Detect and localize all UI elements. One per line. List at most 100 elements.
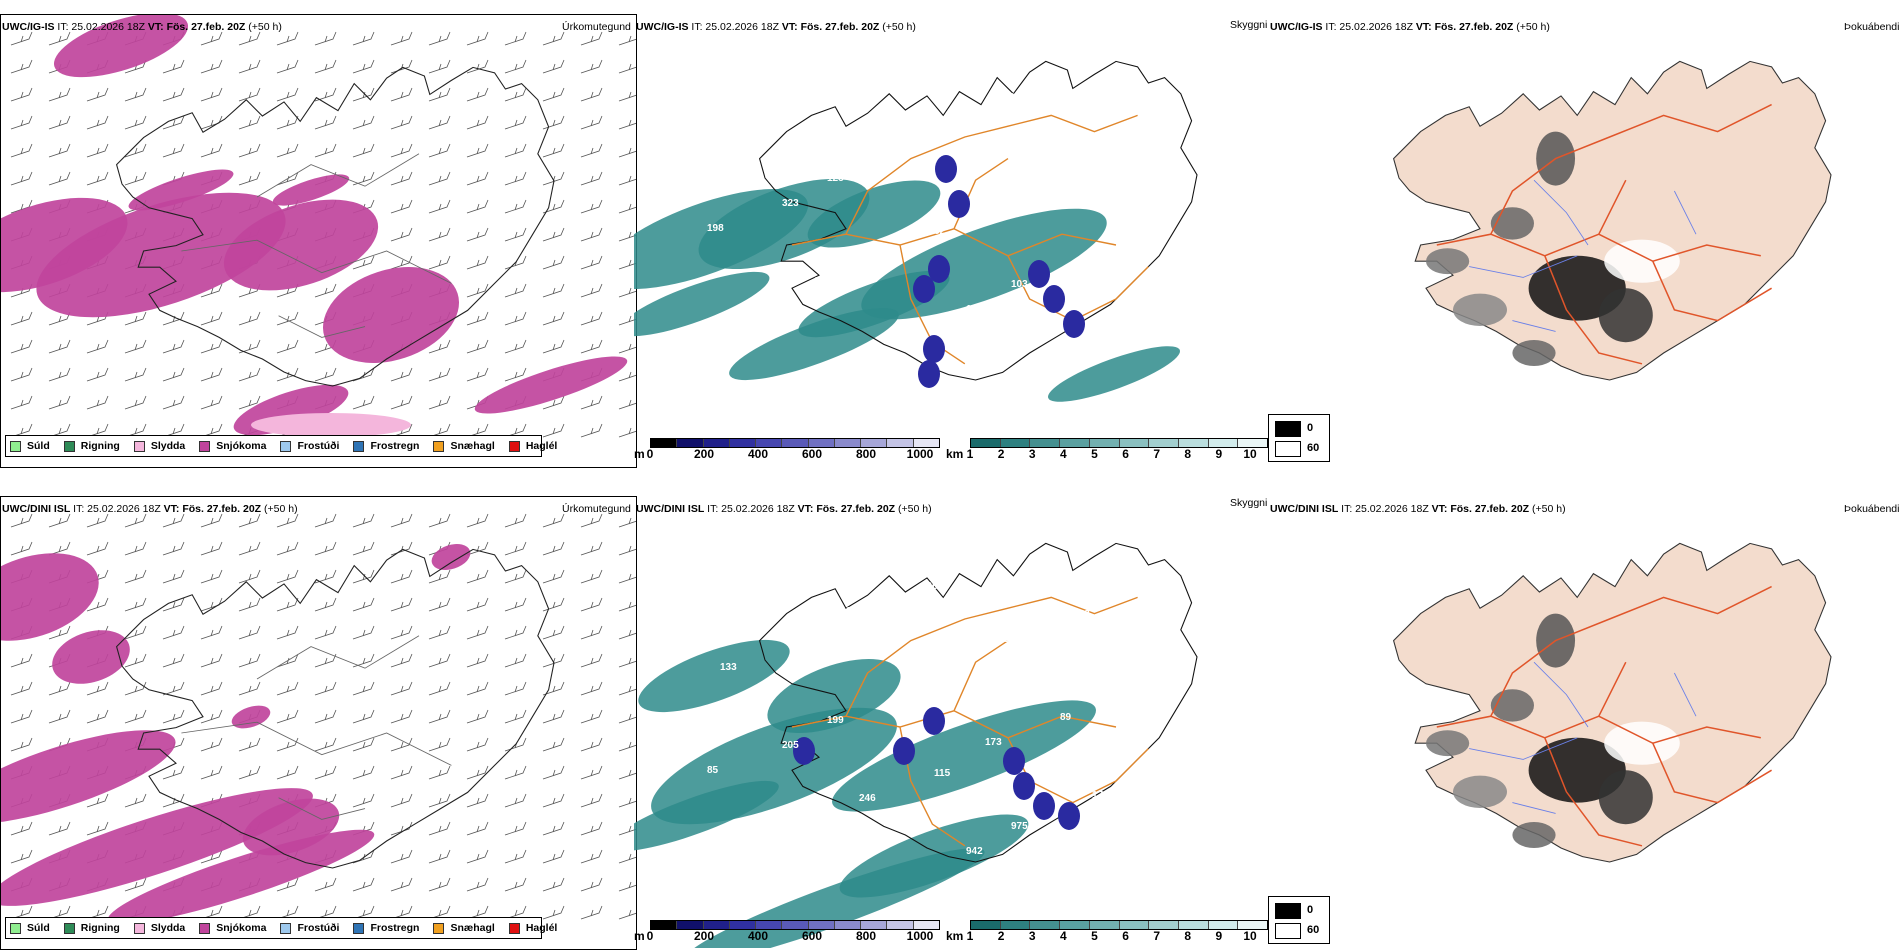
ceiling-value-label: 433 [998,634,1015,645]
tick-label: 10 [1243,929,1257,943]
legend-label: Frostúði [297,922,340,934]
legend-swatch [353,922,365,934]
snow-area [52,630,130,684]
fog-shade-legend: 0 60 [1268,414,1330,462]
snow-area [1,730,176,824]
ceiling-value-label: 84 [1060,170,1072,181]
ceiling-value-label: 73 [1118,42,1130,53]
legend-item-snjókoma: Snjókoma [199,440,266,452]
low-visibility-area [634,271,770,337]
tick-label: 3 [1028,447,1036,461]
snow-area [1,788,313,906]
snow-area [128,169,234,211]
ceiling-value-label: 205 [782,740,799,751]
ceiling-value-label: 198 [707,223,724,234]
legend-swatch [199,922,211,934]
fog-indicator-map [1392,542,1832,863]
tick-label: 400 [747,447,769,461]
precip-panel-label: Úrkomutegund [562,503,631,515]
cloud-visibility-map: 974 914 927 346 426 555 203 150 84 198 296 97 169 374… [634,36,1198,402]
low-visibility-area [832,700,1096,812]
legend-label: Súld [27,922,50,934]
legend-item-haglél: Haglél [508,922,557,934]
legend-swatch [280,922,292,934]
fog-indicator-panel-ig-2 [1268,496,1900,948]
legend-label: Snæhagl [450,440,495,452]
fog-shade-area [1490,689,1534,722]
legend-item-súld: Súld [10,922,50,934]
road-network [791,114,1149,365]
fog-shade-area [1453,775,1507,808]
fog-shade-area [1426,248,1470,275]
precip-panel-title: UWC/IG-IS IT: 25.02.2026 18Z VT: Fös. 27… [2,21,282,33]
ceiling-value-label: 235 [814,818,831,829]
snow-area [53,15,189,78]
ceiling-value-label: 150 [953,117,970,128]
tick-label: 1000 [906,929,934,943]
legend-label: Súld [27,440,50,452]
coastline [115,66,555,387]
tick-label: 8 [1184,447,1192,461]
ceiling-value-label: 179 [1092,790,1109,801]
ceiling-value-label: 942 [966,846,983,857]
low-visibility-area [634,780,779,852]
legend-label: Frostúði [297,440,340,452]
ceiling-value-label: 115 [934,768,951,779]
legend-swatch [10,440,21,452]
low-visibility-area [698,178,870,270]
ceiling-value-label: 927 [908,142,925,153]
fog-indicator-map [1392,60,1832,381]
ceiling-value-label: 980 [694,578,711,589]
ceiling-value-label: 85 [707,765,719,776]
low-ceiling-area [1043,285,1065,313]
ceiling-value-label: 103 [1011,279,1028,290]
tick-label: 600 [801,929,823,943]
snow-area [474,356,628,414]
tick-label: 8 [1184,929,1192,943]
legend-item-slydda: Slydda [133,922,185,934]
ceiling-value-label: 555 [769,301,786,312]
fog-panel-title: UWC/IG-IS IT: 25.02.2026 18Z VT: Fös. 27… [1270,21,1550,33]
ceiling-value-label: 90 [846,606,858,617]
tick-label: 4 [1059,929,1067,943]
tick-label: 0 [646,447,654,461]
snow-area [107,829,375,925]
low-ceiling-area [923,707,945,735]
precip-panel-title: UWC/DINI ISL IT: 25.02.2026 18Z VT: Fös.… [2,503,298,515]
ceiling-value-label: 426 [1092,248,1109,259]
legend-item-snæhagl: Snæhagl [433,922,495,934]
low-visibility-area [638,639,790,713]
coastline [758,542,1198,863]
precip-map [1,513,636,925]
cloud-panel-label: Skyggni [1230,19,1268,31]
low-visibility-area [798,270,950,338]
tick-label: 200 [693,929,715,943]
legend-swatch [433,922,445,934]
cloud-panel-title: UWC/IG-IS IT: 25.02.2026 18Z VT: Fös. 27… [636,21,916,33]
legend-swatch [63,440,75,452]
legend-swatch [508,922,520,934]
low-ceiling-area [1058,802,1080,830]
legend-item-frostregn: Frostregn [353,440,419,452]
low-ceiling-area [935,155,957,183]
ceiling-value-label: 246 [859,793,876,804]
visibility-colorbar [970,920,1268,930]
road-network [791,596,1149,847]
low-ceiling-area [923,335,945,363]
tick-label: 200 [693,447,715,461]
low-ceiling-area [928,255,950,283]
coastline [115,548,555,869]
snow-area [36,192,286,318]
ceiling-value-label: 858 [1073,609,1090,620]
low-ceiling-area [1033,792,1055,820]
precip-panel-label: Úrkomutegund [562,21,631,33]
snow-area [272,174,350,206]
visibility-colorbar [970,438,1268,448]
tick-label: 3 [1028,929,1036,943]
river-network [1469,179,1697,332]
tick-label: 5 [1091,447,1098,461]
legend-swatch [353,440,365,452]
legend-item-frostregn: Frostregn [353,922,419,934]
road-network [1436,585,1772,847]
low-ceiling-area [1063,310,1085,338]
